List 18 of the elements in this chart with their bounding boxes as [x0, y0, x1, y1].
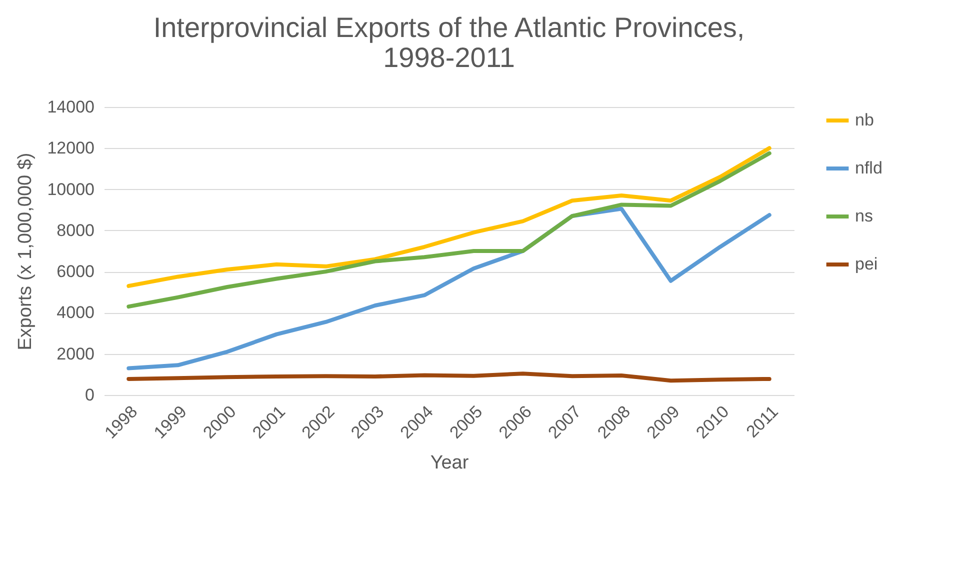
y-tick-label: 4000	[56, 303, 94, 322]
y-tick-label: 10000	[47, 180, 94, 199]
y-tick-label: 8000	[56, 220, 94, 240]
legend-label: ns	[855, 206, 873, 226]
legend-label: pei	[855, 254, 878, 274]
line-series	[126, 372, 772, 383]
legend-label: nfld	[855, 158, 882, 178]
y-tick-label: 2000	[56, 344, 94, 364]
legend-label: nb	[855, 110, 874, 130]
y-tick-label: 12000	[47, 138, 94, 158]
x-axis-title: Year	[430, 452, 470, 474]
line-series	[126, 151, 772, 309]
y-axis-title: Exports (x 1,000,000 $)	[15, 152, 36, 350]
y-tick-label: 6000	[56, 262, 94, 282]
y-tick-label: 14000	[47, 98, 94, 116]
y-tick-label: 0	[85, 386, 94, 404]
chart-title: Interprovincial Exports of the Atlantic Provinces, 1998-2011	[153, 12, 745, 73]
line-series	[126, 146, 772, 288]
